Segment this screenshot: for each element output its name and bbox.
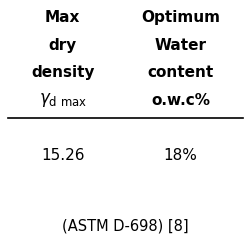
Text: density: density bbox=[31, 65, 94, 80]
Text: 15.26: 15.26 bbox=[41, 148, 84, 162]
Text: (ASTM D-698) [8]: (ASTM D-698) [8] bbox=[62, 218, 188, 232]
Text: Optimum: Optimum bbox=[141, 10, 219, 25]
Text: dry: dry bbox=[48, 38, 76, 52]
Text: Water: Water bbox=[154, 38, 206, 52]
Text: $\gamma_{\rm d\ max}$: $\gamma_{\rm d\ max}$ bbox=[38, 91, 86, 109]
Text: 18%: 18% bbox=[163, 148, 197, 162]
Text: Max: Max bbox=[45, 10, 80, 25]
Text: o.w.c%: o.w.c% bbox=[150, 92, 210, 108]
Text: content: content bbox=[147, 65, 213, 80]
